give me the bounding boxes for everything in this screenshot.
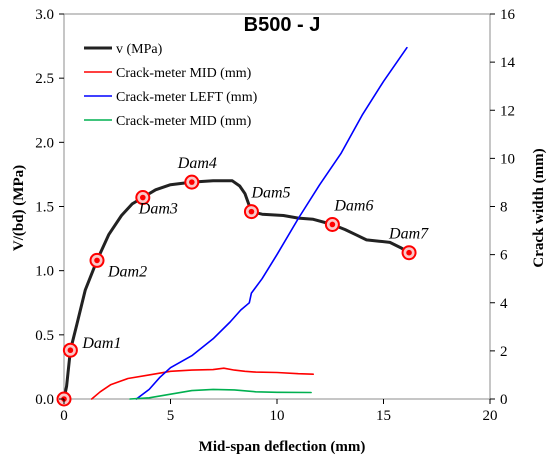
damage-marker [62, 342, 78, 358]
y2-tick-label: 10 [500, 151, 515, 167]
series-line-2 [90, 367, 315, 400]
y-axis-label: V/(bd) (MPa) [11, 165, 27, 251]
legend-entry: Crack-meter MID (mm) [116, 114, 252, 129]
legend: v (MPa) Crack-meter MID (mm) Crack-meter L… [84, 42, 258, 129]
y2-axis-label: Crack width (mm) [531, 148, 547, 267]
y2-tick-label: 14 [500, 55, 516, 71]
y2-tick-label: 12 [500, 103, 515, 119]
y2-tick-label: 8 [500, 200, 508, 216]
x-axis-label: Mid-span deflection (mm) [199, 439, 366, 455]
y2-tick-label: 6 [500, 248, 508, 264]
y2-tick-label: 0 [500, 392, 508, 408]
y-tick-label: 0.5 [35, 328, 54, 344]
x-tick-label: 10 [270, 408, 285, 424]
y-tick-label: 1.5 [35, 200, 54, 216]
damage-label: Dam2 [107, 263, 147, 280]
damage-label: Dam3 [138, 201, 178, 218]
series-line-3 [135, 46, 408, 400]
y-tick-label: 1.0 [35, 264, 54, 280]
series-layer [62, 46, 411, 401]
series-line-4 [129, 388, 312, 400]
damage-markers: Dam1 Dam2 Dam3 Dam4 Dam5 Dam6 Dam7 [56, 155, 429, 407]
x-tick-label: 20 [483, 408, 498, 424]
x-tick-label: 5 [167, 408, 175, 424]
y2-tick-label: 4 [500, 296, 508, 312]
y-tick-label: 2.5 [35, 71, 54, 87]
damage-marker [135, 190, 151, 206]
y-tick-label: 2.0 [35, 135, 54, 151]
legend-entry: v (MPa) [116, 42, 163, 57]
damage-label: Dam6 [333, 197, 373, 214]
x-tick-label: 0 [60, 408, 68, 424]
damage-label: Dam7 [388, 226, 429, 243]
legend-entry: Crack-meter MID (mm) [116, 66, 252, 81]
damage-marker [243, 204, 259, 220]
y-tick-label: 0.0 [35, 392, 54, 408]
chart-title: B500 - J [244, 14, 321, 36]
damage-label: Dam5 [250, 185, 290, 202]
y2-tick-label: 16 [500, 7, 516, 23]
damage-label: Dam1 [81, 335, 121, 352]
axes: 0 5 10 15 20 0.0 0.5 1.0 1.5 2.0 2.5 3.0 0 2 4 6 8 10 12 14… [35, 7, 515, 424]
damage-marker [324, 216, 340, 232]
damage-marker [184, 174, 200, 190]
y2-tick-label: 2 [500, 344, 508, 360]
damage-label: Dam4 [177, 155, 217, 172]
y-tick-label: 3.0 [35, 7, 54, 23]
x-tick-label: 15 [376, 408, 391, 424]
damage-marker [401, 245, 417, 261]
damage-marker [89, 252, 105, 268]
legend-entry: Crack-meter LEFT (mm) [116, 90, 258, 105]
